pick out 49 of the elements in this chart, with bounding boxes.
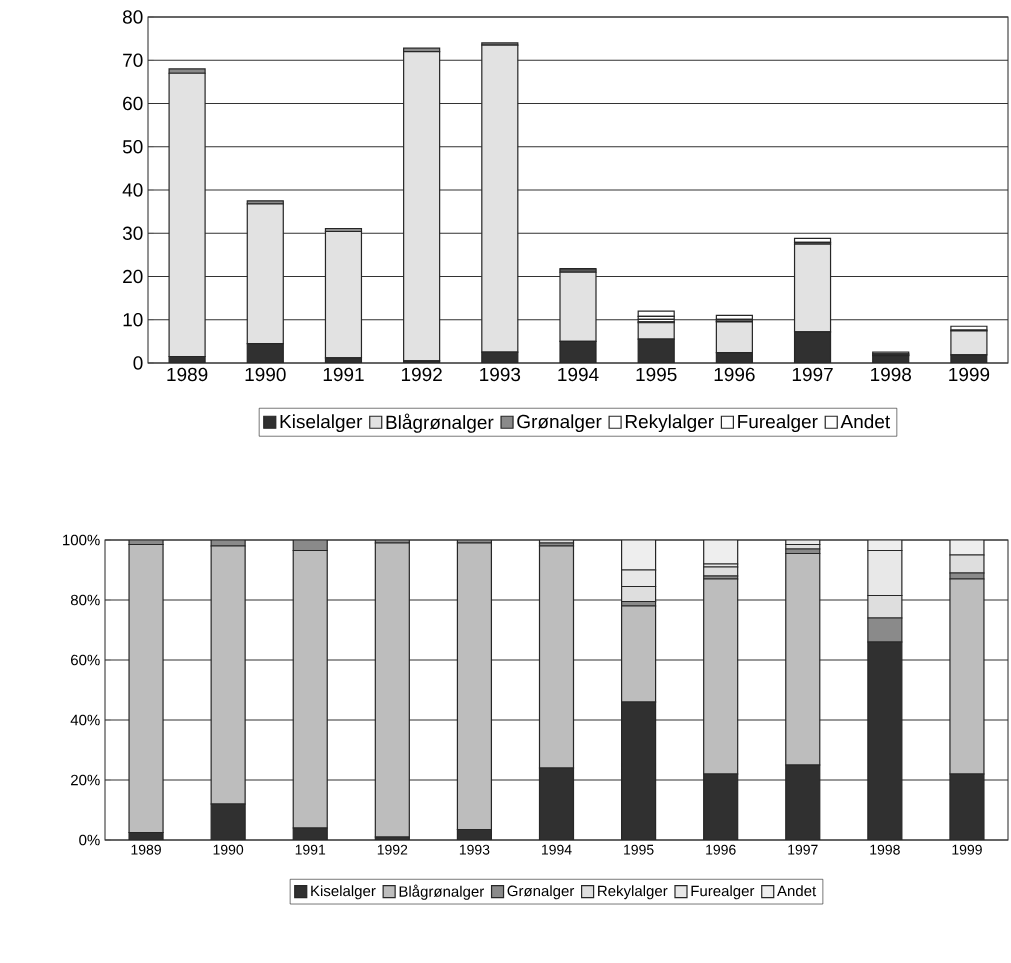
x-tick-label: 1999 xyxy=(949,367,990,382)
legend-label: Blågrønalger xyxy=(399,884,485,900)
x-tick-label: 1997 xyxy=(788,844,818,855)
x-tick-label: 1990 xyxy=(213,844,244,855)
legend-label: Grønalger xyxy=(507,885,575,900)
legend-label: Furealger xyxy=(738,414,818,433)
x-tick-label: 1992 xyxy=(401,367,442,382)
legend-label: Furealger xyxy=(691,885,755,900)
x-tick-label: 1991 xyxy=(295,844,326,855)
legend-label: Rekylalger xyxy=(625,414,714,433)
x-tick-label: 1994 xyxy=(542,844,572,855)
y-tick-label: 50 xyxy=(122,140,143,154)
y-tick-label: 20 xyxy=(123,269,143,284)
x-tick-label: 1992 xyxy=(377,844,408,855)
legend-label: Kiselalger xyxy=(280,414,363,433)
x-tick-label: 1991 xyxy=(323,367,364,382)
legend-label: Andet xyxy=(777,885,817,897)
legend-label: Kiselalger xyxy=(311,885,376,900)
y-tick-label: 10 xyxy=(123,313,143,327)
y-tick-label: 80 xyxy=(123,10,143,24)
y-tick-label: 20% xyxy=(71,774,100,786)
x-tick-label: 1993 xyxy=(459,844,490,855)
x-tick-label: 1995 xyxy=(624,844,654,855)
x-tick-label: 1996 xyxy=(706,844,736,855)
x-tick-label: 1998 xyxy=(870,844,900,855)
x-tick-label: 1993 xyxy=(480,367,521,382)
y-tick-label: 60% xyxy=(71,654,100,666)
y-tick-label: 100% xyxy=(63,534,100,546)
legend-label: Andet xyxy=(840,414,891,429)
x-tick-label: 1998 xyxy=(871,367,912,382)
x-tick-label: 1994 xyxy=(558,367,599,382)
x-tick-label: 1999 xyxy=(952,844,982,855)
x-tick-label: 1989 xyxy=(167,367,208,382)
x-tick-label: 1997 xyxy=(792,367,833,382)
legend-label: Rekylalger xyxy=(598,885,668,900)
y-tick-label: 0% xyxy=(79,834,100,846)
legend-label: Grønalger xyxy=(517,414,602,433)
legend-label: Blågrønalger xyxy=(386,413,494,433)
x-tick-label: 1990 xyxy=(245,367,286,382)
y-tick-label: 30 xyxy=(122,226,143,240)
y-tick-label: 40% xyxy=(70,714,100,726)
x-tick-label: 1995 xyxy=(636,367,677,382)
y-tick-label: 80% xyxy=(70,594,100,606)
y-tick-label: 70 xyxy=(123,53,143,67)
y-tick-label: 0 xyxy=(133,356,143,370)
y-tick-label: 40 xyxy=(122,183,143,197)
y-tick-label: 60 xyxy=(123,96,143,111)
x-tick-label: 1996 xyxy=(714,367,755,382)
x-tick-label: 1989 xyxy=(131,844,161,855)
